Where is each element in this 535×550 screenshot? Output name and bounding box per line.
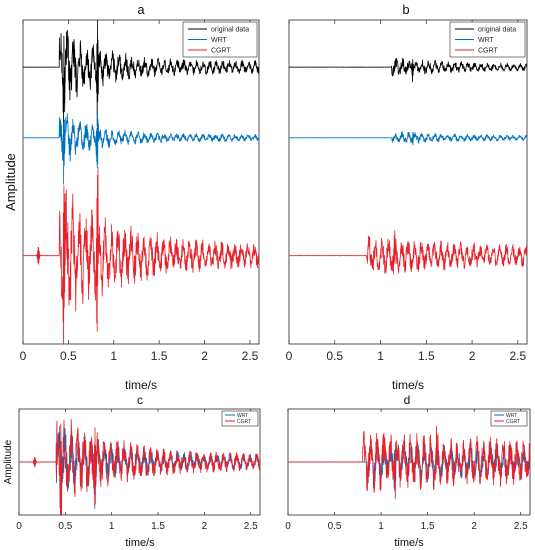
panel-a-xtick-label: 0.5	[60, 349, 77, 363]
panel-b-legend: original data WRT CGRT	[449, 21, 526, 58]
panel-d-xtick-label: 0	[285, 521, 291, 532]
panel-b-xlabel: time/s	[392, 378, 424, 392]
panel-d: d 0 0.5 1 1.5 2 2.5 WRT CGRT time/s	[285, 393, 531, 549]
panel-d-legend: WRT CGRT	[490, 410, 528, 427]
panel-a-series-cgrt	[23, 166, 259, 344]
panel-c-xtick-label: 1	[109, 521, 115, 532]
panel-c-xticks: 0 0.5 1 1.5 2 2.5	[16, 409, 258, 532]
panel-d-xticks: 0 0.5 1 1.5 2 2.5	[285, 409, 528, 532]
panel-b-series-wrt	[289, 131, 527, 146]
panel-c-legend: WRT CGRT	[221, 410, 259, 427]
panel-a-title: a	[137, 2, 145, 17]
panel-c-xtick-label: 0.5	[58, 521, 72, 532]
panel-c-series	[19, 419, 260, 515]
panel-a-legend: original data WRT CGRT	[182, 21, 258, 58]
panel-b-legend-label-wrt: WRT	[478, 37, 495, 44]
panel-b-xtick-label: 0.5	[326, 349, 343, 363]
panel-b-xtick-label: 0	[286, 349, 293, 363]
panel-a-legend-label-wrt: WRT	[211, 37, 228, 44]
panel-c-legend-label-cgrt: CGRT	[237, 419, 251, 425]
panel-a-xtick-label: 2.5	[242, 349, 259, 363]
panel-a-xticks: 0 0.5 1 1.5 2 2.5	[20, 20, 259, 363]
panel-a-series	[23, 20, 259, 344]
panel-c-title: c	[137, 393, 143, 407]
panel-d-xtick-label: 0.5	[328, 521, 342, 532]
panel-a-legend-label-cgrt: CGRT	[211, 48, 231, 55]
panel-d-series-cgrt	[288, 425, 530, 500]
panel-d-series	[288, 425, 530, 500]
panel-d-xtick-label: 1.5	[421, 521, 435, 532]
panel-c: c 0 0.5 1 1.5 2 2.5 WRT CGRT time/s Amplitude	[3, 393, 261, 549]
panel-b-xtick-label: 1	[377, 349, 384, 363]
panel-a-xtick-label: 0	[20, 349, 27, 363]
panel-a-series-wrt	[23, 109, 259, 185]
panel-a-xtick-label: 1	[110, 349, 117, 363]
panel-b-title: b	[402, 2, 409, 17]
panel-c-xlabel: time/s	[125, 537, 155, 549]
panel-a-legend-label-original: original data	[211, 27, 249, 34]
panel-d-xtick-label: 2.5	[514, 521, 528, 532]
panel-b-legend-label-original: original data	[478, 27, 516, 34]
panel-b-frame	[288, 19, 528, 345]
panel-c-xtick-label: 0	[16, 521, 22, 532]
panel-a-xlabel: time/s	[125, 378, 157, 392]
panel-a-frame	[22, 19, 260, 345]
panel-b-xticks: 0 0.5 1 1.5 2 2.5	[286, 20, 527, 363]
panel-c-xtick-label: 2.5	[244, 521, 258, 532]
panel-d-xtick-label: 1	[378, 521, 384, 532]
panel-c-series-cgrt	[19, 419, 260, 515]
panel-d-legend-label-wrt: WRT	[506, 413, 517, 419]
panel-b-xtick-label: 2	[469, 349, 476, 363]
panel-b: b 0 0.5 1 1.5 2 2.5 original data WRT CGRT ti…	[286, 2, 528, 392]
panel-b-xtick-label: 2.5	[510, 349, 527, 363]
panel-d-legend-label-cgrt: CGRT	[506, 419, 520, 425]
panel-b-series	[289, 57, 527, 275]
panel-c-ylabel: Amplitude	[3, 439, 14, 484]
panel-b-series-original	[289, 57, 527, 83]
panel-b-legend-box	[449, 21, 526, 58]
panel-d-title: d	[404, 393, 411, 407]
panel-b-legend-label-cgrt: CGRT	[478, 48, 498, 55]
panel-a-ylabel: Amplitude	[3, 153, 18, 211]
panel-b-series-cgrt	[289, 230, 527, 275]
panel-c-xtick-label: 1.5	[151, 521, 165, 532]
panel-c-legend-label-wrt: WRT	[237, 413, 248, 419]
panel-c-xtick-label: 2	[202, 521, 208, 532]
panel-a-series-original	[23, 20, 259, 134]
panel-a: a 0 0.5 1 1.5 2 2.5 original data WRT CGRT ti…	[3, 2, 260, 392]
panel-a-xtick-label: 2	[201, 349, 208, 363]
panel-d-xlabel: time/s	[394, 537, 424, 549]
panel-a-xtick-label: 1.5	[151, 349, 168, 363]
panel-b-xtick-label: 1.5	[418, 349, 435, 363]
panel-d-xtick-label: 2	[471, 521, 477, 532]
